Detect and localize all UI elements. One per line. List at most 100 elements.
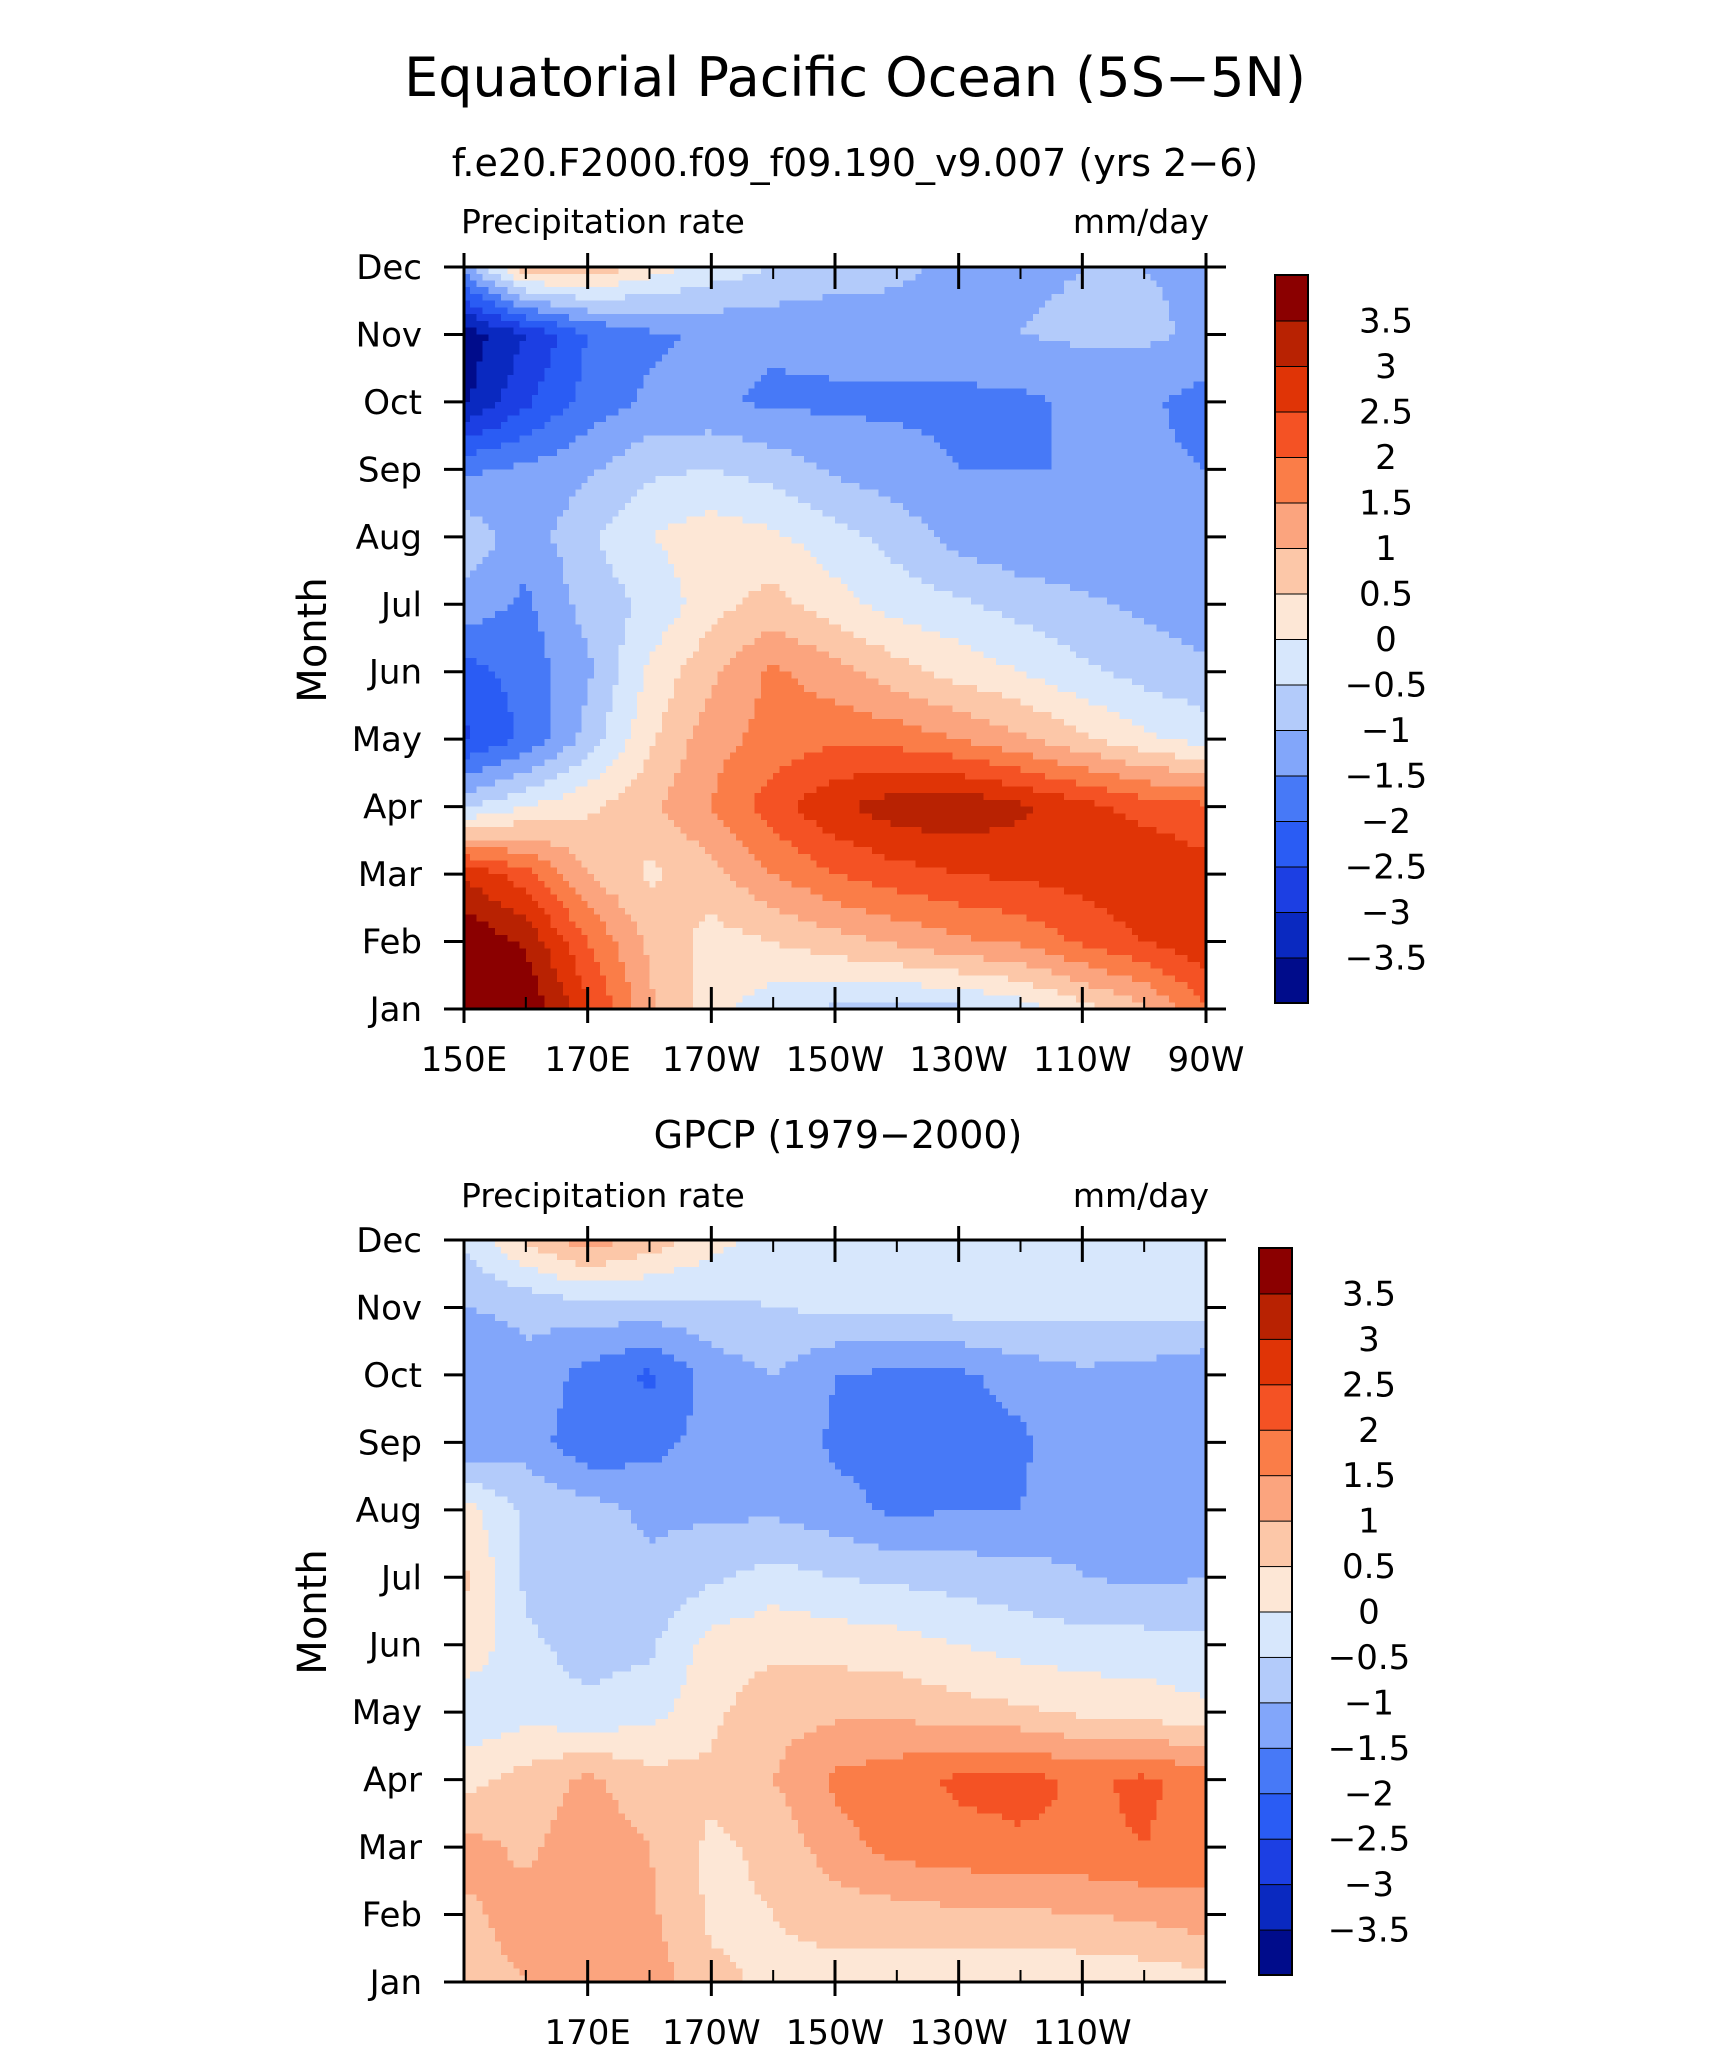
colorbar-swatch	[1274, 274, 1309, 322]
colorbar-label: 3.5	[1359, 302, 1413, 342]
y-tick-label: Jan	[368, 1963, 422, 2003]
y-tick-label: Dec	[356, 1221, 422, 1261]
units-label: mm/day	[1073, 202, 1209, 241]
colorbar-label: 2.5	[1342, 1365, 1396, 1405]
variable-label: Precipitation rate	[461, 202, 745, 241]
x-tick-label: 110W	[1033, 1040, 1132, 1080]
colorbar-swatch	[1274, 502, 1309, 549]
colorbar-label: 3.5	[1342, 1274, 1396, 1314]
x-tick-label: 90W	[1168, 1040, 1245, 1080]
colorbar-swatch	[1258, 1247, 1293, 1295]
y-tick-label: Aug	[356, 1491, 422, 1531]
colorbar-swatch	[1258, 1292, 1293, 1340]
colorbar-label: 3	[1358, 1320, 1380, 1360]
colorbar-label: −2	[1344, 1774, 1394, 1814]
y-tick-label: Jul	[379, 585, 422, 625]
colorbar-swatch	[1258, 1656, 1293, 1704]
x-tick-label: 150W	[786, 2013, 885, 2053]
colorbar-swatch	[1274, 820, 1309, 868]
colorbar-swatch	[1274, 365, 1309, 413]
y-tick-label: Oct	[363, 383, 422, 423]
panel-title: f.e20.F2000.f09_f09.190_v9.007 (yrs 2−6)	[452, 141, 1258, 185]
y-tick-label: Feb	[362, 923, 422, 963]
y-axis-title: Month	[290, 1549, 336, 1674]
contour-plot	[462, 1238, 1208, 1984]
colorbar-swatch	[1258, 1701, 1293, 1749]
colorbar-swatch	[1258, 1383, 1293, 1431]
y-tick-label: Mar	[358, 855, 422, 895]
contour-fill	[464, 1240, 1207, 1983]
colorbar-label: −1	[1344, 1683, 1394, 1723]
colorbar-label: −3.5	[1328, 1911, 1411, 1951]
colorbar-label: −2.5	[1345, 848, 1428, 888]
y-tick-label: Nov	[356, 1288, 422, 1328]
panel-title: GPCP (1979−2000)	[654, 1113, 1023, 1157]
colorbar-label: 1.5	[1359, 484, 1413, 524]
colorbar-swatch	[1274, 957, 1309, 1004]
colorbar-swatch	[1258, 1429, 1293, 1477]
colorbar-swatch	[1258, 1792, 1293, 1840]
colorbar-label: 2	[1358, 1411, 1380, 1451]
x-tick-label: 130W	[909, 2013, 1008, 2053]
x-tick-label: 170W	[662, 1040, 761, 1080]
colorbar-label: −0.5	[1345, 666, 1428, 706]
y-axis-title: Month	[290, 577, 336, 702]
colorbar-label: 1	[1375, 529, 1397, 569]
y-tick-label: Oct	[363, 1356, 422, 1396]
colorbar-swatch	[1258, 1883, 1293, 1931]
units-label: mm/day	[1073, 1176, 1209, 1215]
colorbar-swatch	[1258, 1565, 1293, 1613]
axis-ticks: 170E 170W 150W 130W 110W Jan Feb Mar Apr May Jun Ju…	[352, 1221, 1226, 2053]
colorbar-swatch	[1258, 1929, 1293, 1977]
y-tick-label: Apr	[363, 788, 422, 828]
x-tick-label: 110W	[1033, 2013, 1132, 2053]
y-tick-label: Sep	[358, 1423, 422, 1463]
contour-fill	[464, 267, 1207, 1010]
colorbar-swatch	[1274, 684, 1309, 731]
colorbar-label: 2	[1375, 438, 1397, 478]
colorbar-swatch	[1274, 320, 1309, 367]
colorbar-label: 3	[1375, 347, 1397, 387]
colorbar-label: 1	[1358, 1502, 1380, 1542]
colorbar-swatch	[1274, 547, 1309, 595]
colorbar-swatch	[1258, 1747, 1293, 1795]
colorbar-label: 2.5	[1359, 393, 1413, 433]
y-tick-label: Mar	[358, 1828, 422, 1868]
colorbar-label: 0	[1375, 620, 1397, 660]
y-tick-label: Dec	[356, 248, 422, 288]
colorbar-label: −3	[1344, 1865, 1394, 1905]
colorbar-label: 0.5	[1342, 1547, 1396, 1587]
y-tick-label: Sep	[358, 450, 422, 490]
y-tick-label: May	[352, 1693, 422, 1733]
colorbar-swatch	[1274, 593, 1309, 640]
colorbar-label: −3.5	[1345, 939, 1428, 979]
colorbar-swatch	[1258, 1838, 1293, 1886]
x-tick-label: 170E	[544, 1040, 630, 1080]
colorbar-label: −2	[1361, 802, 1411, 842]
colorbar-label: 0	[1358, 1593, 1380, 1633]
y-tick-label: Feb	[362, 1896, 422, 1936]
colorbar-label: 1.5	[1342, 1456, 1396, 1496]
colorbar: 3.5 3 2.5 2 1.5 1 0.5 0 −0.5 −1 −1.5 −2 −2.5 −3 −3.5	[1258, 1247, 1411, 1977]
y-tick-label: Jun	[367, 1626, 422, 1666]
colorbar-swatch	[1258, 1474, 1293, 1522]
y-tick-label: Apr	[363, 1761, 422, 1801]
x-tick-label: 170E	[544, 2013, 630, 2053]
y-tick-label: Jan	[368, 990, 422, 1030]
panel-observations: GPCP (1979−2000) Precipitation rate mm/d…	[290, 1113, 1410, 2053]
y-tick-label: Aug	[356, 518, 422, 558]
colorbar-swatch	[1274, 775, 1309, 822]
colorbar-swatch	[1274, 866, 1309, 913]
colorbar: 3.5 3 2.5 2 1.5 1 0.5 0 −0.5 −1 −1.5 −2 −2.5 −3 −3.5	[1274, 274, 1428, 1004]
contour-plot	[462, 265, 1208, 1011]
colorbar-swatch	[1258, 1520, 1293, 1568]
colorbar-label: −1	[1361, 711, 1411, 751]
y-tick-label: Jul	[379, 1558, 422, 1598]
figure-title: Equatorial Pacific Ocean (5S−5N)	[404, 46, 1306, 109]
colorbar-swatch	[1274, 911, 1309, 959]
variable-label: Precipitation rate	[461, 1176, 745, 1215]
colorbar-label: −0.5	[1328, 1638, 1411, 1678]
colorbar-swatch	[1258, 1611, 1293, 1658]
x-tick-label: 170W	[662, 2013, 761, 2053]
